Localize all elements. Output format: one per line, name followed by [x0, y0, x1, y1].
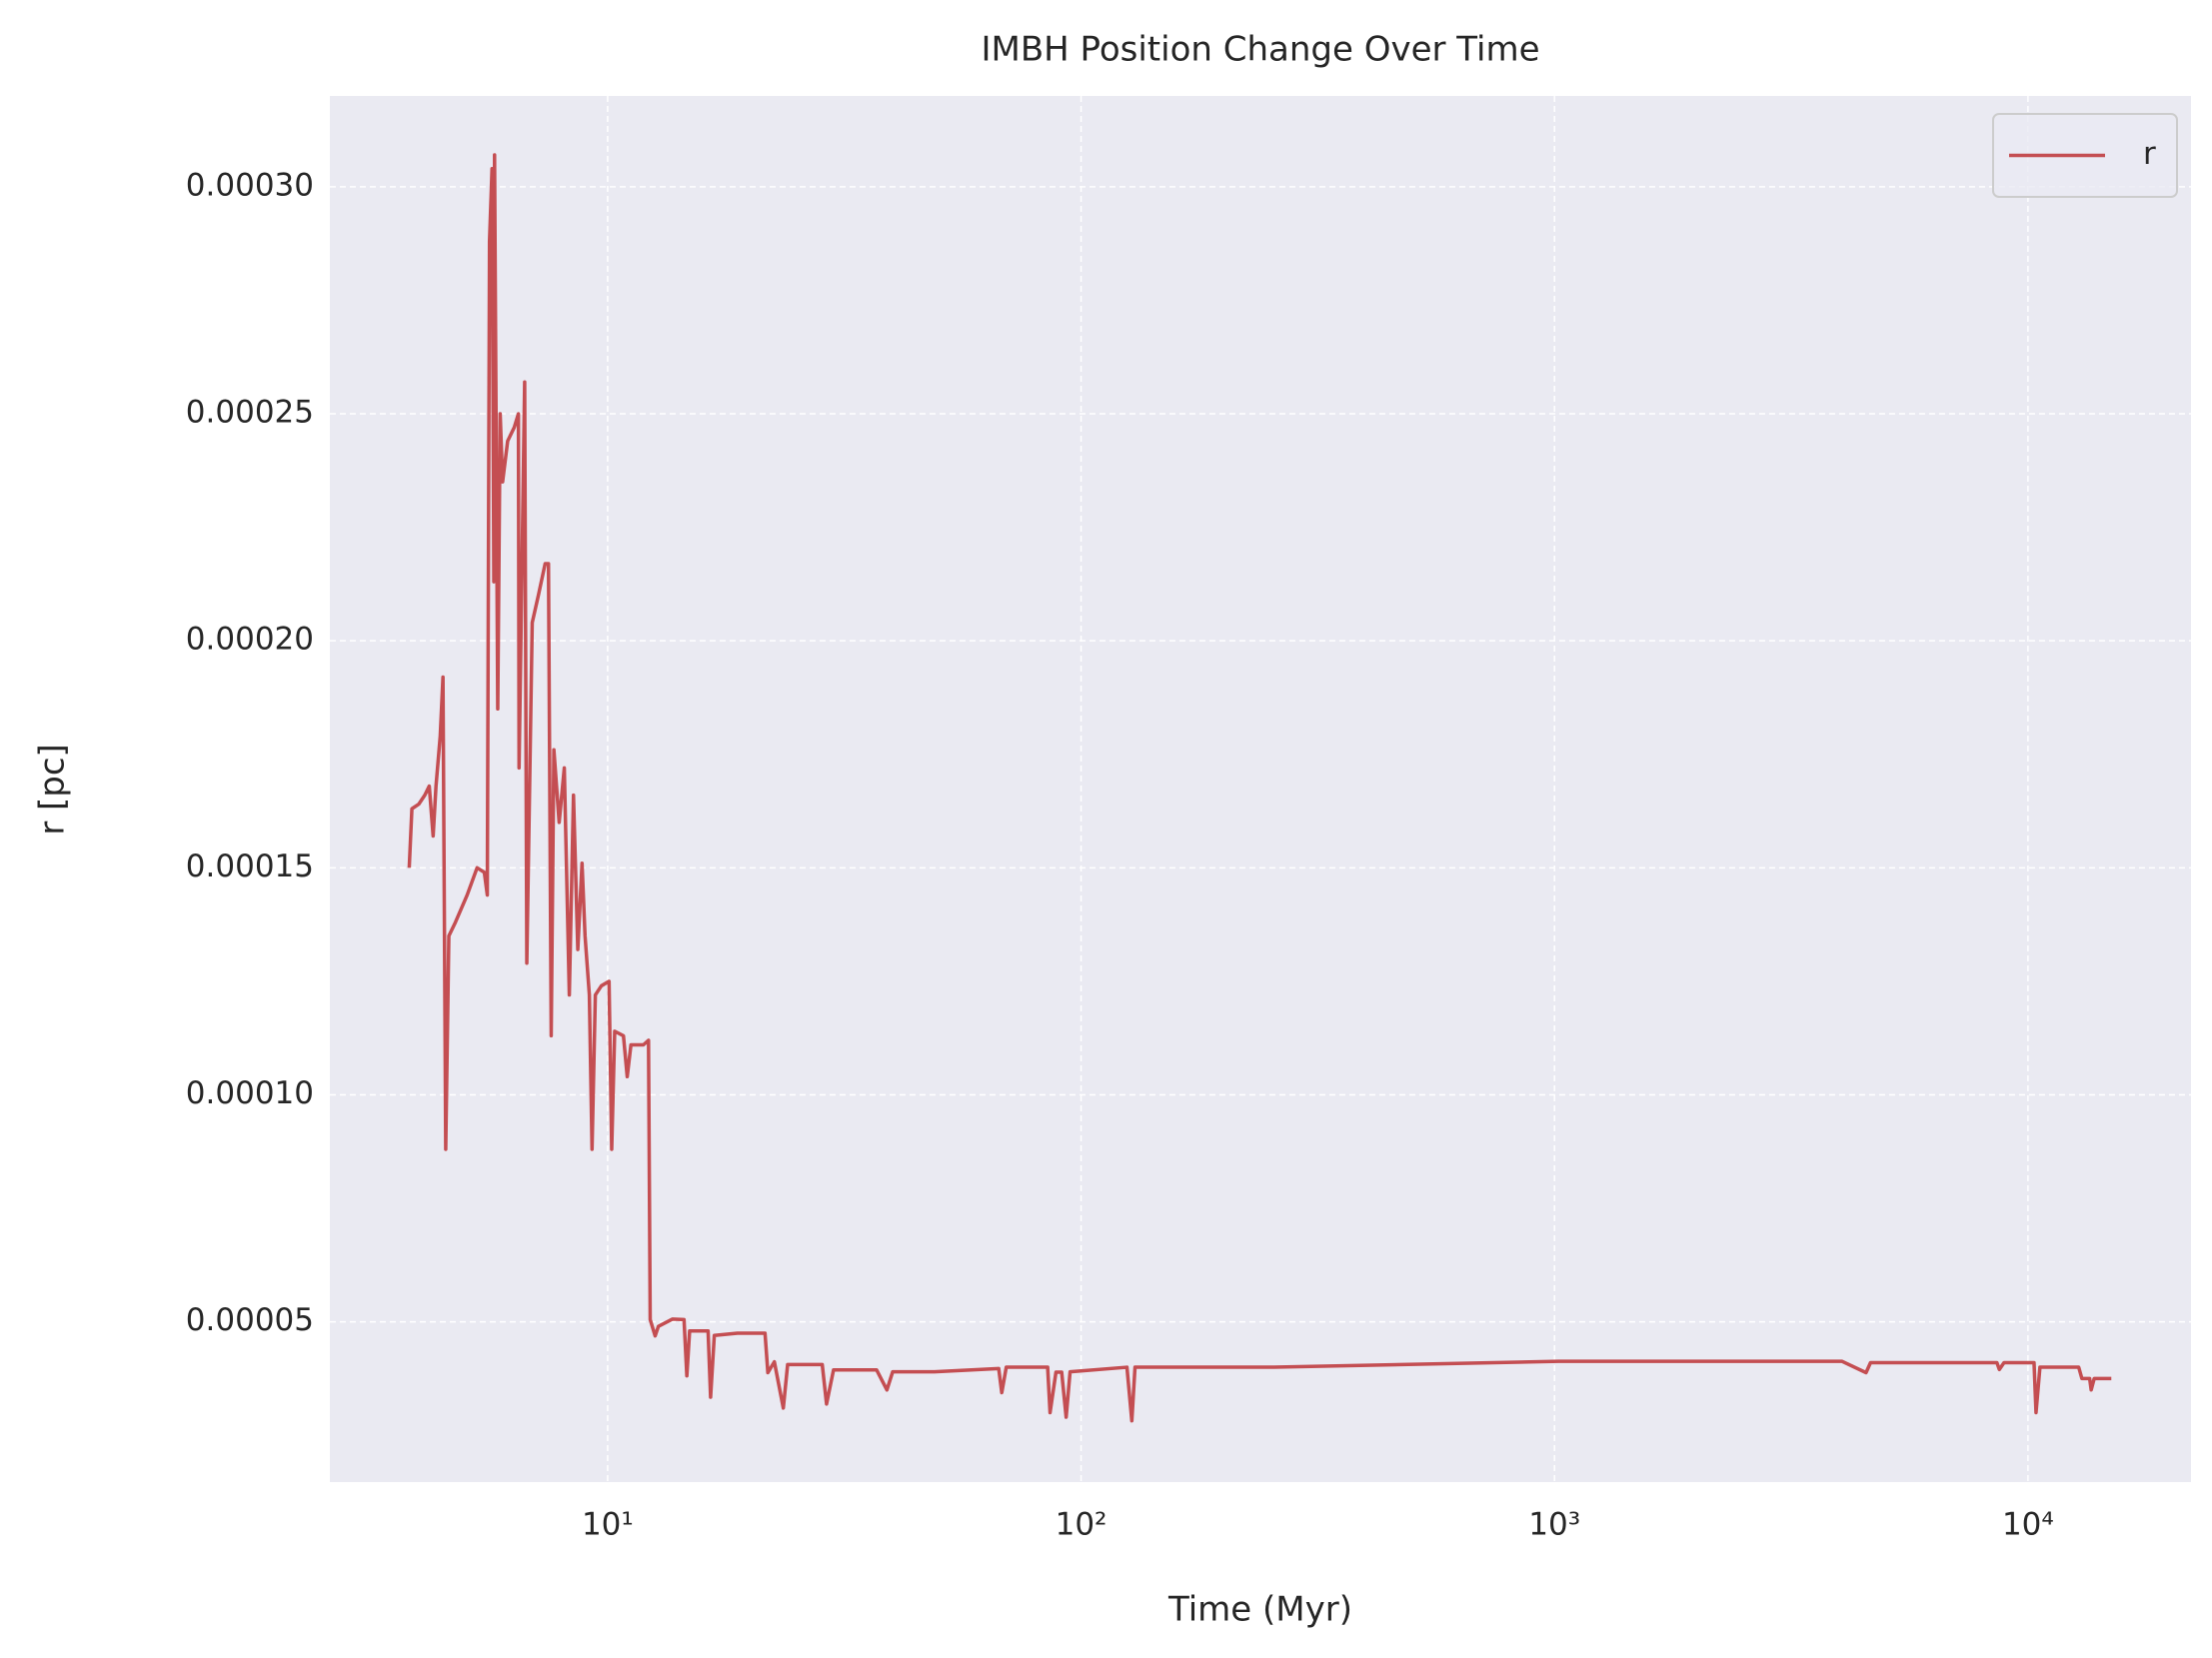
data-line	[407, 153, 2112, 1423]
legend: r	[1992, 113, 2178, 198]
y-tick-label: 0.00015	[186, 848, 314, 884]
plot-area	[330, 96, 2191, 1482]
x-tick-label: 10³	[1528, 1507, 1580, 1543]
y-tick-label: 0.00030	[186, 167, 314, 203]
chart-title: IMBH Position Change Over Time	[981, 30, 1539, 70]
y-tick-label: 0.00025	[186, 395, 314, 431]
x-tick-label: 10⁴	[2002, 1507, 2054, 1543]
legend-label: r	[2143, 136, 2156, 172]
grid	[330, 96, 2191, 1482]
x-tick-label: 10²	[1056, 1507, 1107, 1543]
y-tick-label: 0.00010	[186, 1075, 314, 1111]
marks	[407, 153, 2112, 1423]
x-axis-label: Time (Myr)	[1167, 1590, 1352, 1630]
y-tick-label: 0.00020	[186, 622, 314, 658]
y-tick-label: 0.00005	[186, 1302, 314, 1338]
x-tick-label: 10¹	[582, 1507, 634, 1543]
y-axis-label: r [pc]	[33, 744, 73, 835]
